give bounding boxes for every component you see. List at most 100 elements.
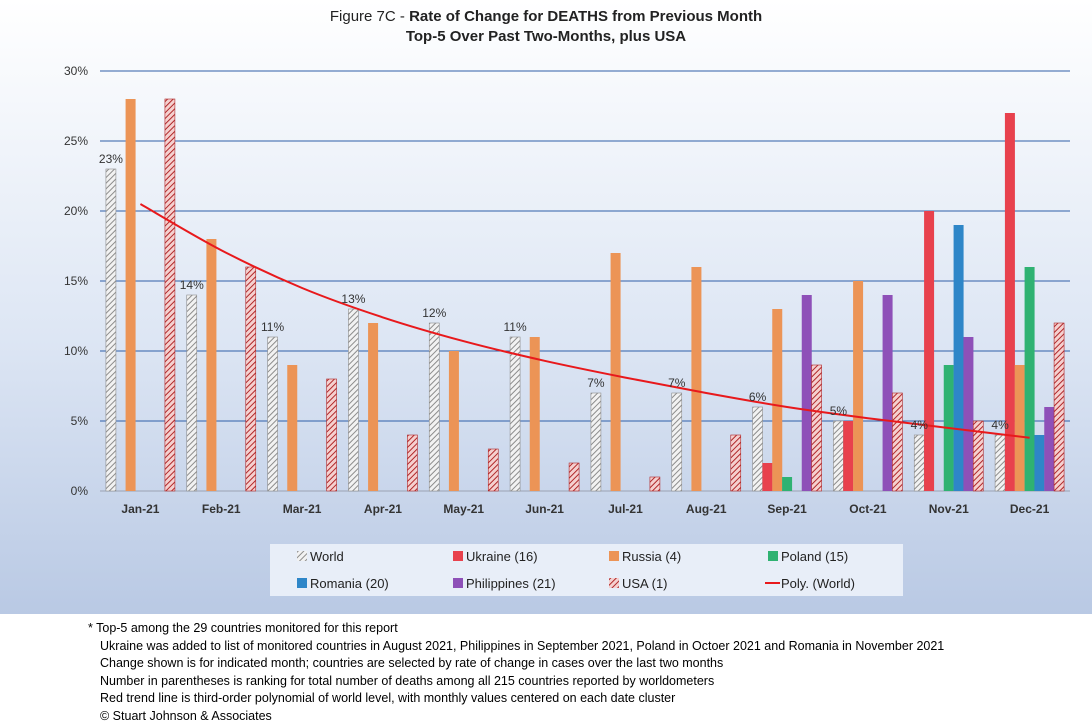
data-label: 11%	[261, 320, 284, 334]
bar	[448, 351, 459, 491]
chart-title-main: Rate of Change for DEATHS from Previous …	[409, 8, 762, 25]
x-tick-label: Dec-21	[1010, 502, 1050, 516]
bar	[843, 421, 854, 491]
y-tick-label: 20%	[64, 204, 88, 218]
chart-title: Figure 7C - Rate of Change for DEATHS fr…	[330, 8, 762, 25]
bar	[730, 434, 742, 492]
bar	[762, 463, 773, 491]
bar	[610, 253, 621, 491]
footnotes: * Top-5 among the 29 countries monitored…	[88, 620, 1078, 725]
bar	[782, 477, 793, 491]
bar	[953, 225, 964, 491]
x-tick-label: Jul-21	[608, 502, 643, 516]
data-label: 14%	[180, 278, 204, 292]
bar	[924, 211, 935, 491]
legend-swatch	[609, 551, 619, 561]
bar	[407, 434, 418, 492]
bar	[649, 476, 661, 492]
legend-label: Russia (4)	[622, 549, 681, 564]
chart-area: Figure 7C - Rate of Change for DEATHS fr…	[0, 0, 1092, 614]
x-tick-label: Jun-21	[525, 502, 564, 516]
bar	[267, 336, 278, 492]
bar	[752, 406, 763, 492]
bar	[882, 295, 893, 491]
y-tick-label: 25%	[64, 134, 88, 148]
bar	[1004, 113, 1015, 491]
bar	[972, 420, 984, 492]
footnote-line: Number in parentheses is ranking for tot…	[100, 673, 715, 688]
x-tick-label: Feb-21	[202, 502, 241, 516]
legend-box	[270, 544, 903, 596]
bar	[206, 239, 217, 491]
data-label: 5%	[830, 404, 848, 418]
data-label: 23%	[99, 152, 123, 166]
bar	[671, 392, 683, 492]
x-tick-label: Aug-21	[686, 502, 727, 516]
bar	[164, 98, 176, 492]
bar	[125, 99, 136, 491]
y-tick-label: 10%	[64, 344, 88, 358]
x-tick-label: Apr-21	[364, 502, 402, 516]
y-tick-label: 15%	[64, 274, 88, 288]
bar	[568, 462, 580, 492]
bar	[994, 434, 1006, 492]
legend-swatch	[609, 578, 619, 588]
footnote-line: * Top-5 among the 29 countries monitored…	[88, 621, 398, 635]
legend-swatch	[297, 551, 307, 561]
x-tick-label: Nov-21	[929, 502, 969, 516]
data-label: 7%	[587, 376, 605, 390]
bar	[245, 266, 257, 492]
legend-label: Poly. (World)	[781, 576, 855, 591]
data-label: 4%	[911, 418, 929, 432]
y-axis-ticks: 0% 5% 10% 15% 20% 25% 30%	[64, 64, 88, 498]
footnote-line: Ukraine was added to list of monitored c…	[100, 638, 945, 653]
bar	[529, 337, 540, 491]
bars	[105, 98, 1065, 492]
legend-label: Poland (15)	[781, 549, 848, 564]
x-axis-ticks: Jan-21 Feb-21 Mar-21 Apr-21 May-21 Jun-21 Jul-…	[121, 502, 1049, 516]
legend: World Ukraine (16) Russia (4) Poland (15) Ro…	[297, 549, 855, 591]
bar	[913, 434, 925, 492]
legend-swatch	[453, 551, 463, 561]
data-label: 6%	[749, 390, 767, 404]
legend-swatch	[297, 578, 307, 588]
bar	[368, 323, 379, 491]
gridlines	[100, 70, 1070, 492]
bar	[428, 322, 440, 492]
x-tick-label: Oct-21	[849, 502, 887, 516]
bar	[1024, 267, 1035, 491]
bar	[590, 392, 602, 492]
bar	[1044, 407, 1055, 491]
bar	[348, 308, 359, 492]
bar	[509, 336, 521, 492]
bar	[186, 294, 198, 492]
bar	[691, 267, 702, 491]
bar	[105, 168, 117, 492]
x-tick-label: May-21	[443, 502, 484, 516]
bar	[963, 337, 974, 491]
y-tick-label: 0%	[71, 484, 89, 498]
legend-swatch	[453, 578, 463, 588]
y-tick-label: 30%	[64, 64, 88, 78]
bar	[811, 364, 822, 492]
x-tick-label: Sep-21	[767, 502, 807, 516]
footnote-line: Change shown is for indicated month; cou…	[100, 656, 724, 670]
legend-swatch	[768, 551, 778, 561]
bar	[287, 365, 298, 491]
data-label: 11%	[504, 320, 527, 334]
legend-label: Ukraine (16)	[466, 549, 538, 564]
bar	[833, 420, 844, 492]
trendline	[139, 203, 1030, 439]
bar	[1053, 322, 1065, 492]
x-tick-label: Mar-21	[283, 502, 322, 516]
bar	[326, 378, 337, 492]
footnote-copyright: © Stuart Johnson & Associates	[100, 708, 272, 723]
x-tick-label: Jan-21	[121, 502, 159, 516]
data-label: 12%	[422, 306, 446, 320]
bar	[892, 392, 903, 492]
legend-label: World	[310, 549, 344, 564]
y-tick-label: 5%	[71, 414, 89, 428]
bar	[487, 448, 499, 492]
legend-label: Romania (20)	[310, 576, 389, 591]
data-label: 4%	[991, 418, 1009, 432]
